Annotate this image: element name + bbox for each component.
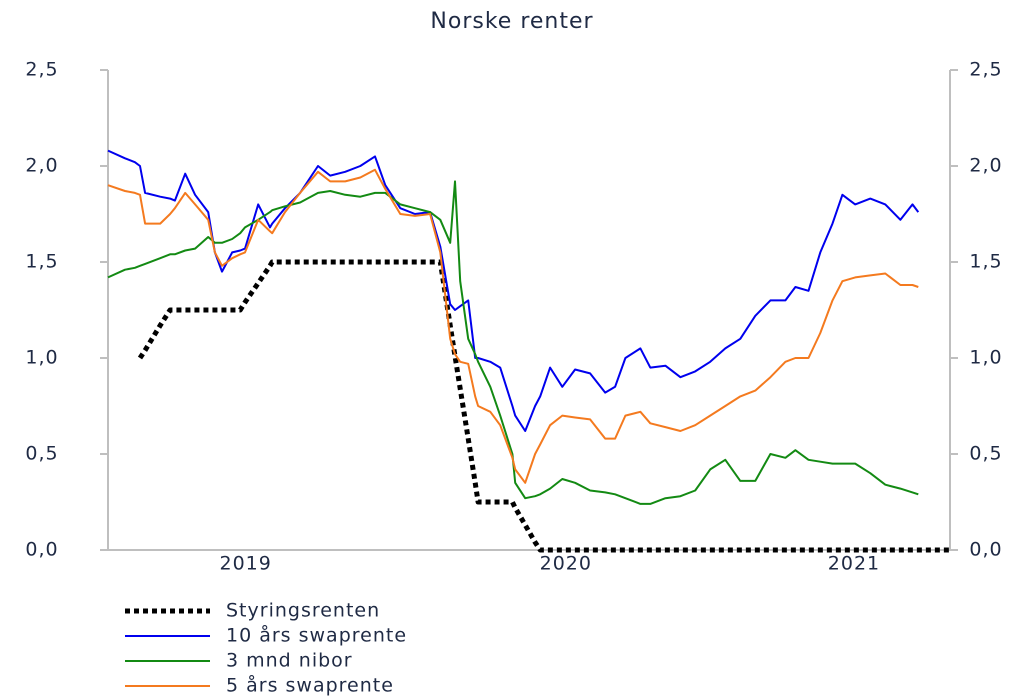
series-line	[107, 180, 919, 505]
x-tick-label: 2019	[219, 553, 271, 575]
y2-tick-label: 2,0	[969, 155, 1002, 177]
y-tick-label: 1,0	[25, 347, 58, 369]
chart-title: Norske renter	[430, 9, 593, 34]
y-tick-label: 0,5	[25, 443, 58, 465]
legend-label: Styringsrenten	[226, 600, 380, 622]
y2-tick-label: 0,5	[969, 443, 1002, 465]
y2-tick-label: 1,5	[969, 251, 1002, 273]
y2-tick-label: 2,5	[969, 59, 1002, 81]
y-tick-label: 2,5	[25, 59, 58, 81]
y-tick-label: 2,0	[25, 155, 58, 177]
x-tick-label: 2021	[828, 553, 880, 575]
legend-label: 5 års swaprente	[226, 674, 394, 697]
series-line	[107, 149, 920, 432]
series-line	[107, 168, 919, 484]
y-tick-label: 1,5	[25, 251, 58, 273]
y-tick-label: 0,0	[25, 539, 58, 561]
legend-label: 3 mnd nibor	[226, 650, 353, 672]
x-tick-label: 2020	[540, 553, 592, 575]
series-line	[137, 259, 950, 553]
y2-tick-label: 0,0	[969, 539, 1002, 561]
legend-label: 10 års swaprente	[226, 624, 407, 647]
y2-tick-label: 1,0	[969, 347, 1002, 369]
